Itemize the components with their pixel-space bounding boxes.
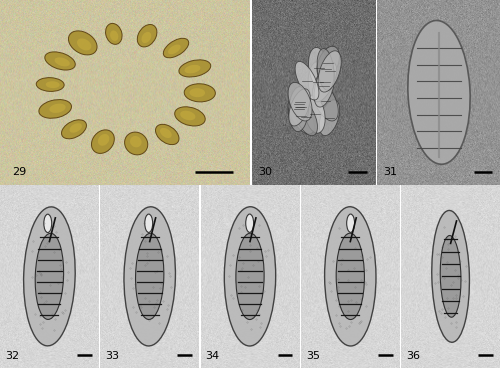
Ellipse shape [291, 88, 310, 126]
Ellipse shape [156, 124, 179, 145]
Ellipse shape [308, 47, 330, 89]
Ellipse shape [312, 82, 338, 121]
Ellipse shape [138, 25, 157, 47]
Ellipse shape [288, 99, 314, 134]
Ellipse shape [184, 65, 200, 73]
Ellipse shape [289, 89, 310, 126]
Ellipse shape [184, 84, 216, 102]
Ellipse shape [54, 57, 70, 67]
Ellipse shape [336, 233, 364, 319]
Ellipse shape [136, 233, 164, 319]
Ellipse shape [288, 82, 312, 121]
Text: 31: 31 [383, 167, 397, 177]
Text: 33: 33 [105, 351, 119, 361]
Text: 36: 36 [406, 351, 420, 361]
Ellipse shape [124, 132, 148, 155]
Ellipse shape [35, 233, 64, 319]
Ellipse shape [168, 45, 180, 54]
Ellipse shape [324, 207, 376, 346]
Ellipse shape [288, 86, 310, 122]
Ellipse shape [179, 60, 210, 77]
Text: 29: 29 [12, 167, 27, 177]
Ellipse shape [106, 24, 122, 44]
Ellipse shape [160, 128, 172, 138]
Ellipse shape [314, 65, 334, 107]
Ellipse shape [110, 31, 118, 41]
Ellipse shape [164, 38, 188, 58]
Ellipse shape [294, 99, 318, 136]
Ellipse shape [317, 49, 334, 90]
Ellipse shape [289, 87, 308, 132]
Text: 30: 30 [258, 167, 272, 177]
Ellipse shape [62, 120, 86, 139]
Text: 35: 35 [306, 351, 320, 361]
Ellipse shape [236, 233, 264, 319]
Ellipse shape [45, 52, 76, 70]
Ellipse shape [142, 32, 152, 43]
Ellipse shape [317, 46, 340, 80]
Ellipse shape [98, 134, 110, 146]
Ellipse shape [408, 21, 470, 164]
Ellipse shape [174, 107, 205, 126]
Ellipse shape [145, 214, 152, 233]
Ellipse shape [190, 88, 205, 97]
Ellipse shape [50, 103, 66, 113]
Ellipse shape [39, 100, 72, 118]
Ellipse shape [295, 61, 319, 100]
Ellipse shape [224, 207, 276, 346]
Ellipse shape [44, 214, 52, 233]
Ellipse shape [24, 207, 75, 346]
Ellipse shape [130, 136, 141, 147]
Ellipse shape [346, 214, 354, 232]
Ellipse shape [92, 130, 114, 153]
Ellipse shape [305, 96, 325, 133]
Ellipse shape [246, 214, 254, 232]
Ellipse shape [308, 62, 328, 102]
Ellipse shape [180, 111, 196, 120]
Ellipse shape [312, 62, 336, 102]
Ellipse shape [36, 78, 64, 91]
Ellipse shape [70, 123, 82, 133]
Ellipse shape [440, 236, 461, 317]
Text: 32: 32 [5, 351, 19, 361]
Ellipse shape [432, 210, 470, 342]
Ellipse shape [318, 51, 341, 92]
Text: 34: 34 [206, 351, 220, 361]
Ellipse shape [68, 31, 97, 55]
Ellipse shape [320, 100, 340, 136]
Ellipse shape [46, 81, 60, 88]
Ellipse shape [77, 38, 92, 50]
Ellipse shape [124, 207, 176, 346]
